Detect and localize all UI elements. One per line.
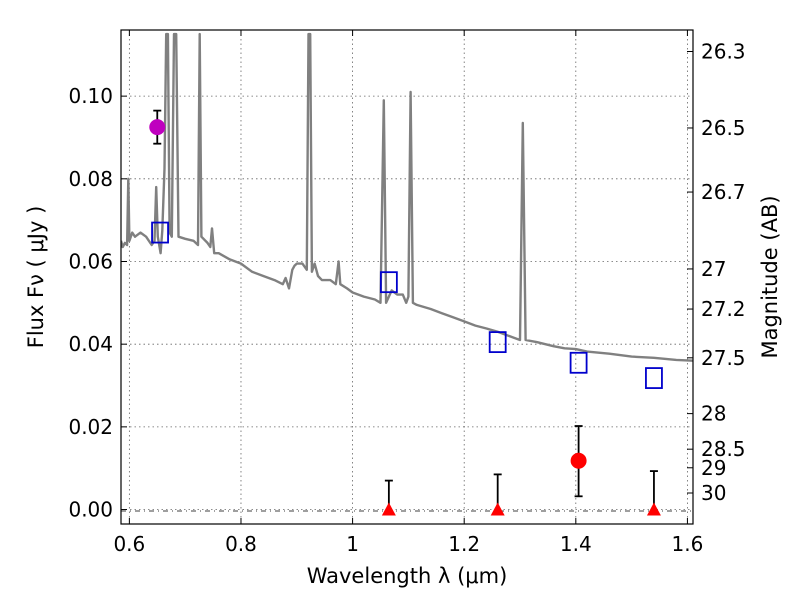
y-tick-label: 0.00 [68,498,113,522]
x-tick-label: 1.6 [672,532,704,556]
model-spectrum-line [121,32,693,362]
model-band-square [645,367,663,389]
detection-point [149,119,166,136]
model-band-square [569,351,588,374]
y-tick-label: 0.08 [68,167,113,191]
x-axis-label: Wavelength λ (μm) [307,564,508,588]
y-tick-label: 0.10 [68,84,113,108]
y-tick-label: 0.04 [68,332,113,356]
right-tick-label: 28 [701,402,726,426]
right-tick-label: 26.5 [701,116,746,140]
right-tick-label: 27.5 [701,346,746,370]
model-band-square [488,331,507,354]
gridlines [121,30,693,524]
y-tick-label: 0.06 [68,249,113,273]
right-tick-label: 26.3 [701,39,746,63]
right-tick-label: 27.2 [701,297,746,321]
detection-point [570,452,587,469]
upper-limit-triangle [381,502,396,516]
model-band-square [151,221,169,244]
x-axis-ticks: 0.6 0.8 1 1.2 1.4 1.6 [113,30,703,556]
plot-frame [120,29,694,525]
right-tick-label: 27 [701,257,726,281]
x-tick-label: 1.4 [560,532,592,556]
right-axis-label: Magnitude (AB) [758,195,782,358]
upper-limit-triangle [490,502,505,516]
right-tick-label: 29 [701,456,726,480]
y-axis-label: Flux Fν ( μJy ) [24,206,48,349]
model-band-square [379,271,398,294]
upper-limit-triangle [646,502,661,516]
x-tick-label: 1.2 [448,532,480,556]
x-tick-label: 0.6 [113,532,145,556]
y-tick-label: 0.02 [68,415,113,439]
data-series [121,32,693,516]
right-tick-label: 30 [701,481,726,505]
y-axis-ticks: 0.00 0.02 0.04 0.06 0.08 0.10 [68,84,127,522]
x-tick-label: 1 [346,532,359,556]
right-tick-label: 28.5 [701,437,746,461]
right-tick-label: 26.7 [701,180,746,204]
x-tick-label: 0.8 [225,532,257,556]
